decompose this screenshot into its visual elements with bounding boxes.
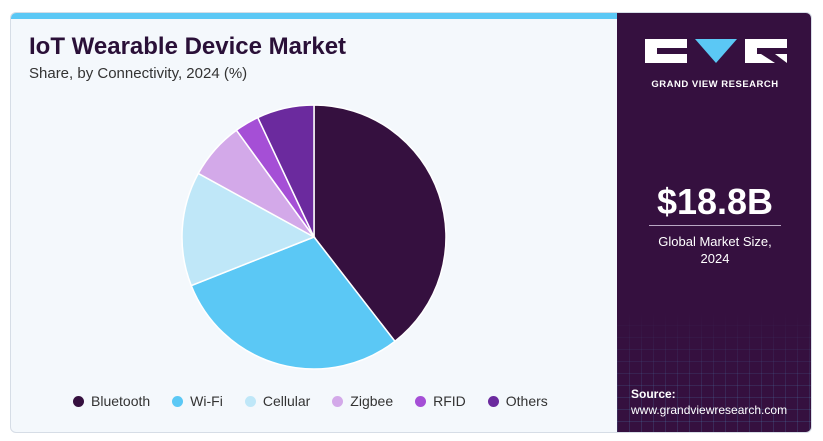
market-size-value: $18.8B [656,181,774,222]
chart-card: IoT Wearable Device Market Share, by Con… [10,12,812,433]
legend-label-rfid: RFID [433,393,466,409]
legend-swatch-cellular [244,395,256,407]
chart-legend: Bluetooth Wi-Fi Cellular Zigbee RFID Oth… [73,393,570,409]
legend-item-wifi: Wi-Fi [172,393,223,409]
market-size-label-line2: 2024 [700,251,730,266]
legend-item-others: Others [487,393,548,409]
legend-label-others: Others [505,393,548,409]
decorative-grid [617,313,811,432]
market-size-label-line1: Global Market Size, [658,234,772,249]
market-summary-panel: GRAND VIEW RESEARCH $18.8B Global Market… [617,13,811,432]
legend-swatch-zigbee [332,395,344,407]
market-size-label: Global Market Size, 2024 [617,233,811,267]
legend-swatch-rfid [415,395,427,407]
pie-slice-bluetooth [313,104,447,343]
source-label: Source: [631,387,676,401]
legend-item-bluetooth: Bluetooth [73,393,150,409]
pie-slice-cellular [181,172,316,287]
pie-slice-wi-fi [190,236,396,370]
source-link[interactable]: www.grandviewresearch.com [631,403,788,417]
divider [649,225,781,226]
legend-item-cellular: Cellular [244,393,311,409]
legend-swatch-others [487,395,499,407]
legend-item-rfid: RFID [415,393,466,409]
legend-item-zigbee: Zigbee [332,393,393,409]
legend-label-cellular: Cellular [262,393,311,409]
chart-subtitle: Share, by Connectivity, 2024 (%) [29,65,248,82]
chart-area: IoT Wearable Device Market Share, by Con… [11,13,617,432]
legend-label-bluetooth: Bluetooth [91,393,151,409]
legend-swatch-wifi [172,395,184,407]
brand-name: GRAND VIEW RESEARCH [651,79,779,90]
legend-swatch-bluetooth [73,395,84,407]
pie-chart [181,104,447,370]
accent-bar [11,13,617,19]
chart-title: IoT Wearable Device Market [29,33,347,60]
pie-slice-others [256,104,315,238]
legend-label-zigbee: Zigbee [350,393,394,409]
legend-label-wifi: Wi-Fi [190,393,223,409]
gvr-logo-icon [645,39,787,63]
